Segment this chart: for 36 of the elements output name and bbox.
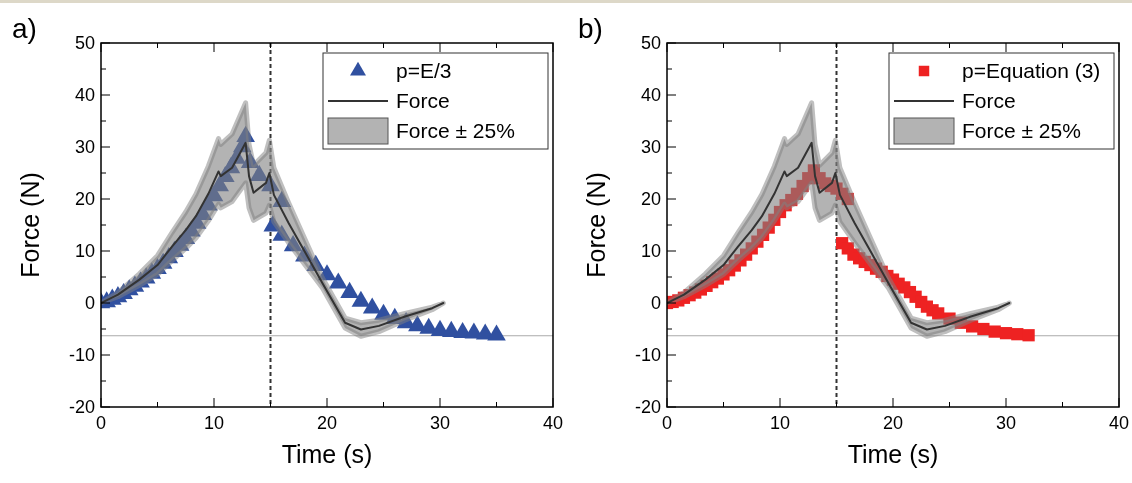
y-axis-title: Force (N) xyxy=(16,172,44,278)
y-tick-label: 40 xyxy=(74,85,95,105)
y-tick-label: -20 xyxy=(68,397,95,417)
y-tick-label: 0 xyxy=(84,293,95,313)
y-tick-label: 40 xyxy=(640,85,661,105)
y-tick-label: -20 xyxy=(634,397,661,417)
x-tick-label: 30 xyxy=(995,413,1017,433)
y-tick-label: 30 xyxy=(640,137,661,157)
x-tick-label: 20 xyxy=(316,413,338,433)
y-tick-label: 20 xyxy=(640,189,661,209)
x-tick-label: 10 xyxy=(203,413,225,433)
x-axis-title: Time (s) xyxy=(281,440,373,468)
y-tick-label: 10 xyxy=(74,241,95,261)
chart-title: a) xyxy=(12,13,37,44)
y-tick-label: 20 xyxy=(74,189,95,209)
y-tick-label: 50 xyxy=(74,33,95,53)
chart-title: b) xyxy=(578,13,603,44)
x-axis-title: Time (s) xyxy=(847,440,939,468)
y-tick-label: -10 xyxy=(68,345,95,365)
x-tick-label: 40 xyxy=(542,413,564,433)
y-tick-label: 30 xyxy=(74,137,95,157)
legend-label: Force xyxy=(396,89,450,112)
x-tick-label: 30 xyxy=(429,413,451,433)
y-tick-label: -10 xyxy=(634,345,661,365)
annotation: Force ± 25% xyxy=(396,119,515,142)
y-tick-label: 10 xyxy=(640,241,661,261)
x-tick-label: 40 xyxy=(1108,413,1130,433)
x-tick-label: 20 xyxy=(882,413,904,433)
y-tick-label: 50 xyxy=(640,33,661,53)
x-tick-label: 10 xyxy=(769,413,791,433)
y-tick-label: 0 xyxy=(650,293,661,313)
legend-label: Force xyxy=(962,89,1016,112)
y-axis-title: Force (N) xyxy=(582,172,610,278)
annotation: Force ± 25% xyxy=(962,119,1081,142)
legend-label: p=E/3 xyxy=(396,59,452,82)
legend-label: p=Equation (3) xyxy=(962,59,1101,82)
